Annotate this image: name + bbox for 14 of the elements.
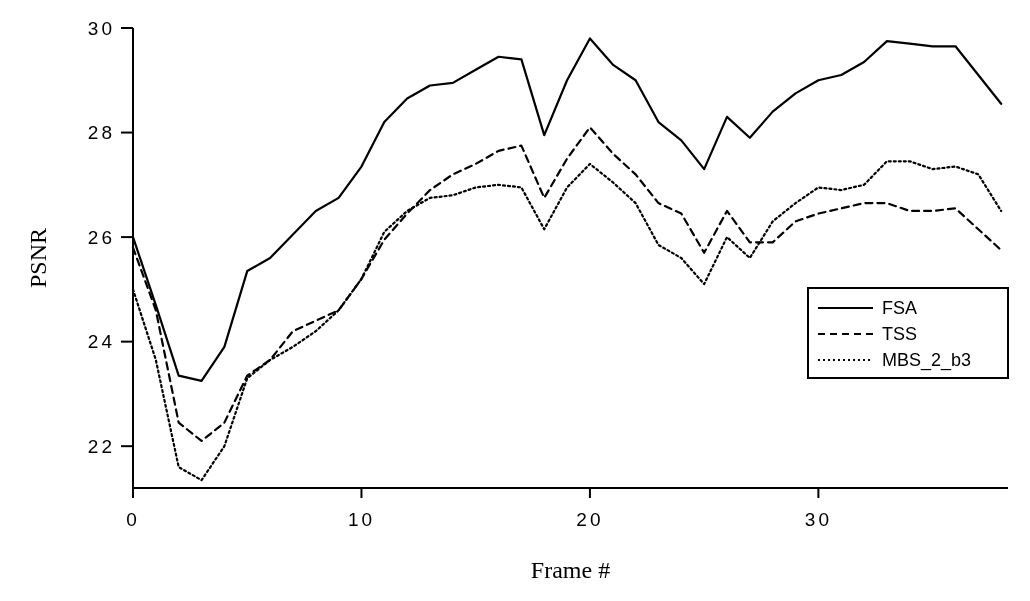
y-tick-label: 28 xyxy=(87,122,115,144)
legend-label: TSS xyxy=(882,324,918,345)
y-tick-label: 22 xyxy=(87,435,115,457)
y-tick-label: 24 xyxy=(87,331,115,353)
x-tick-label: 10 xyxy=(347,509,376,530)
legend-label: FSA xyxy=(882,298,918,319)
x-tick-label: 20 xyxy=(576,509,604,530)
y-axis-title: PSNR xyxy=(25,227,51,289)
y-tick-label: 30 xyxy=(87,17,115,39)
x-tick-label: 0 xyxy=(126,509,140,530)
x-axis-title: Frame # xyxy=(530,557,611,583)
y-tick-label: 26 xyxy=(87,226,115,248)
x-tick-label: 30 xyxy=(804,509,832,530)
legend-label: MBS_2_b3 xyxy=(882,350,972,372)
